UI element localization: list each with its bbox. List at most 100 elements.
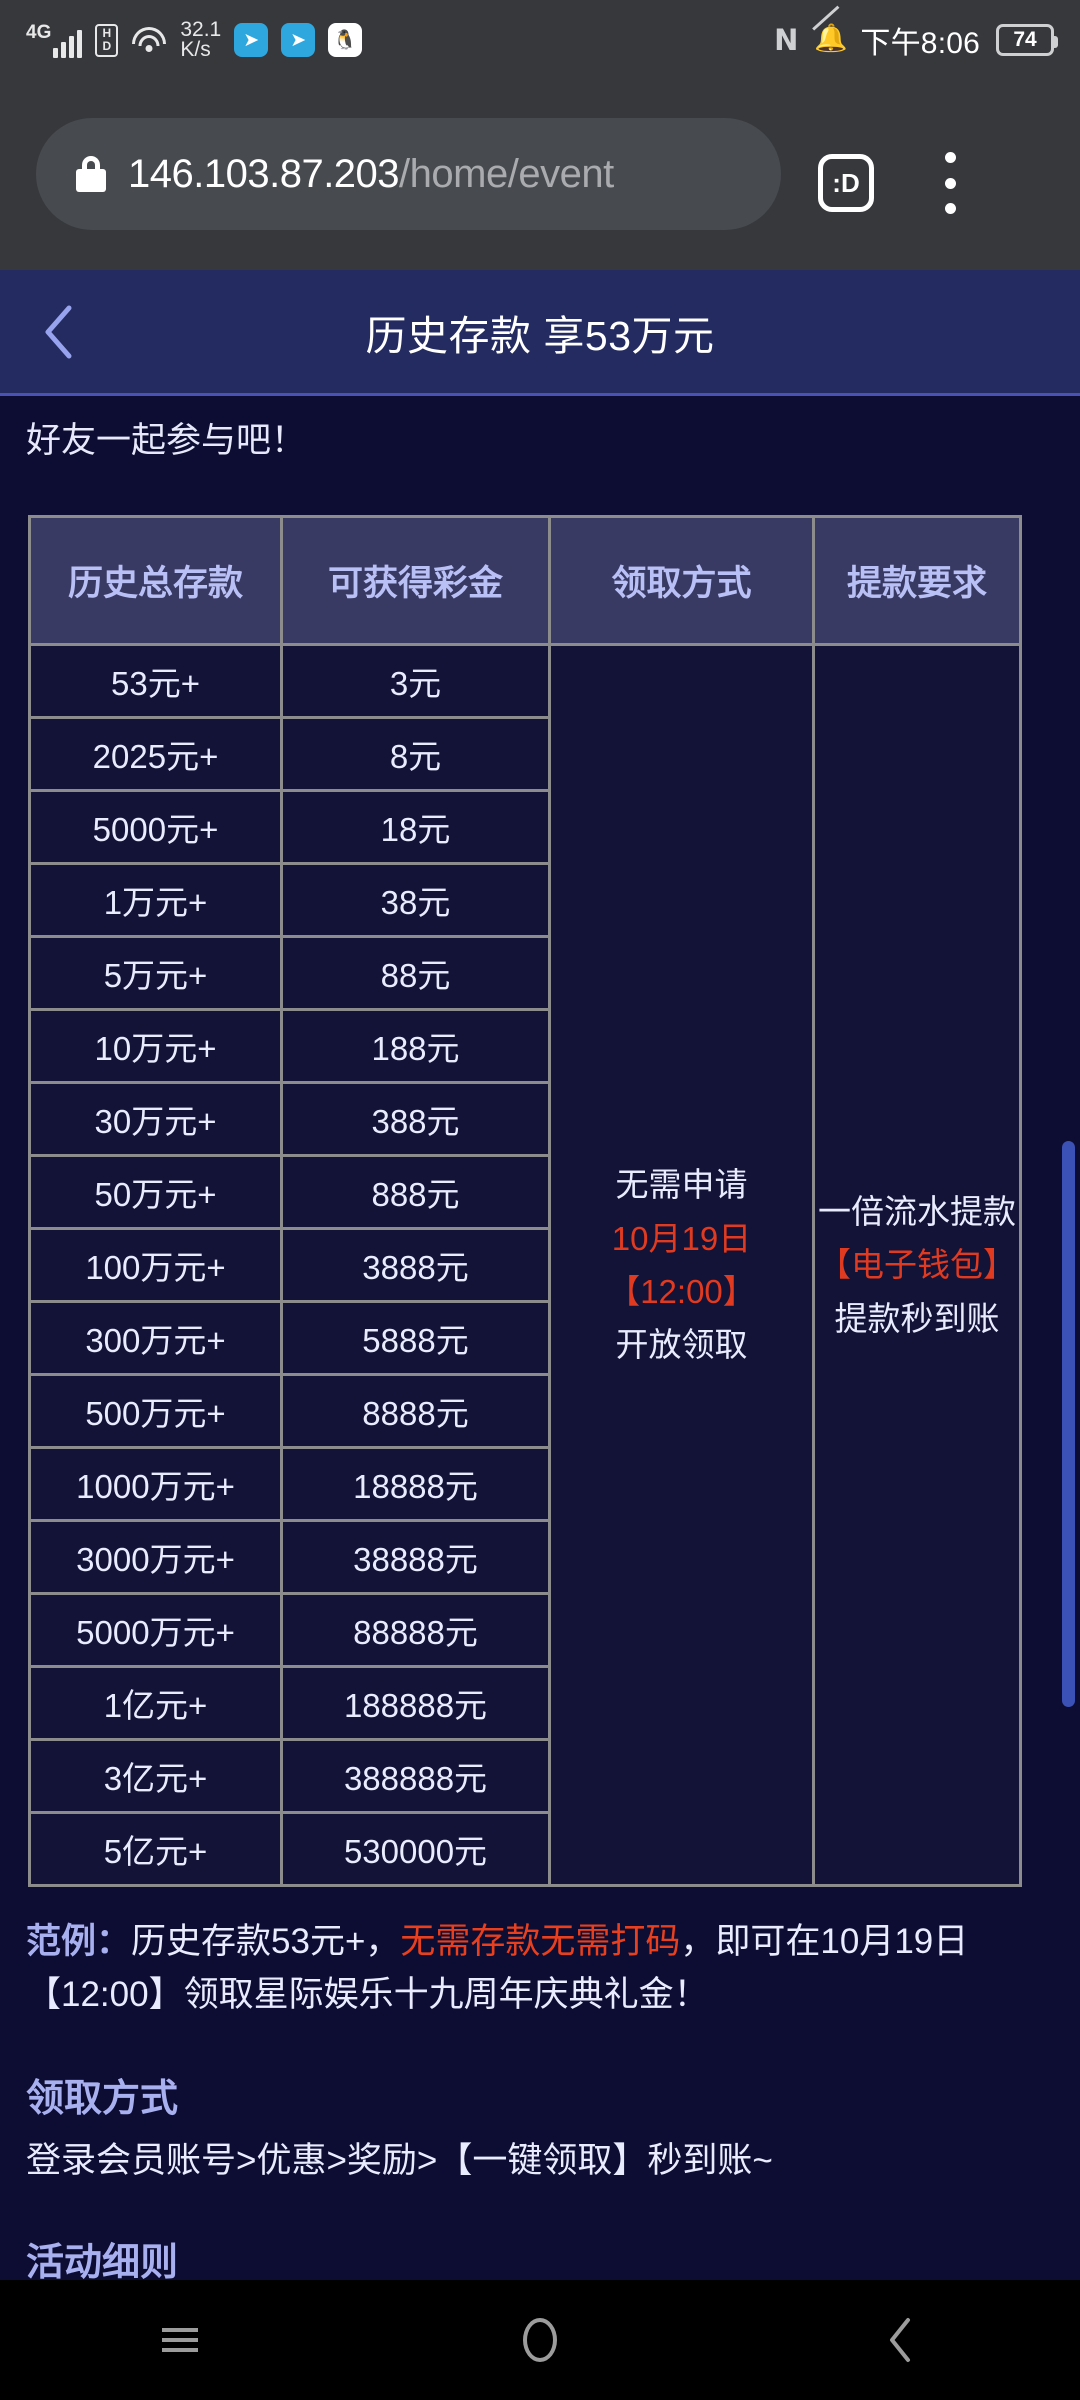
cell-deposit: 1万元+ [28, 862, 283, 938]
lead-text: 好友一起参与吧！ [26, 421, 307, 460]
tab-switcher-button[interactable]: :D [818, 154, 874, 212]
cell-deposit: 3亿元+ [28, 1738, 283, 1814]
url-host: 146.103.87.203 [128, 151, 400, 196]
network-speed-value: 32.1 [180, 18, 222, 42]
page-scrollbar[interactable] [1062, 1141, 1075, 1707]
table-row: 1万元+ 38元 [28, 862, 1021, 938]
cell-bonus: 188888元 [280, 1665, 551, 1741]
table-row: 300万元+ 5888元 [28, 1300, 1021, 1376]
example-paragraph: 范例：历史存款53元+，无需存款无需打码，即可在10月19日【12:00】领取星… [0, 1887, 1080, 2021]
page-title: 历史存款 享53万元 [365, 312, 715, 359]
cell-bonus: 3888元 [280, 1227, 551, 1303]
cell-deposit: 53元+ [28, 643, 283, 719]
withdraw-line-2: 【电子钱包】 [818, 1246, 1016, 1284]
cell-deposit: 5000元+ [28, 789, 283, 865]
table-row: 10万元+ 188元 [28, 1008, 1021, 1084]
cell-deposit: 10万元+ [28, 1008, 283, 1084]
battery-icon: 74 [996, 24, 1058, 56]
hd-call-icon: H D [95, 23, 119, 57]
bell-mute-icon: 🔔 [812, 5, 848, 56]
table-row: 5000万元+ 88888元 [28, 1592, 1021, 1668]
signal-bars-icon [53, 28, 83, 58]
cell-bonus: 888元 [280, 1154, 551, 1230]
network-type-label: 4G [26, 21, 52, 43]
cell-bonus: 8元 [280, 716, 551, 792]
cell-bonus: 388元 [280, 1081, 551, 1157]
withdraw-line-1: 一倍流水提款 [818, 1192, 1016, 1230]
chevron-left-icon[interactable] [30, 302, 86, 362]
table-row: 1000万元+ 18888元 [28, 1446, 1021, 1522]
system-navigation-bar [0, 2280, 1080, 2400]
claim-line-3: 【12:00】 [607, 1273, 756, 1310]
nfc-icon: N [774, 23, 799, 57]
home-icon[interactable] [480, 2280, 600, 2400]
status-bar-clock: 下午8:06 [860, 27, 980, 60]
cell-deposit: 3000万元+ [28, 1519, 283, 1595]
cell-deposit: 5000万元+ [28, 1592, 283, 1668]
wifi-icon [131, 25, 167, 55]
telegram-icon: ➤ [234, 23, 269, 57]
cell-bonus: 188元 [280, 1008, 551, 1084]
status-bar: 4G H D 32.1 K/s ➤ ➤ 🐧 N 🔔 下午 [0, 0, 1080, 80]
claim-line-2: 10月19日 [611, 1219, 752, 1257]
table-header-withdraw: 提款要求 [812, 515, 1022, 646]
cell-deposit: 1000万元+ [28, 1446, 283, 1522]
cell-bonus: 88888元 [280, 1592, 551, 1668]
table-header-deposit: 历史总存款 [28, 515, 283, 646]
table-header-bonus: 可获得彩金 [280, 515, 551, 646]
table-body: 53元+ 3元无需申请 10月19日 【12:00】 开放领取 一倍流水提款 【电子钱包】提… [28, 643, 1022, 1887]
lock-icon [76, 156, 106, 192]
table-header-claim: 领取方式 [548, 515, 815, 646]
table-row: 5亿元+ 530000元 [28, 1811, 1021, 1887]
claim-section-body: 登录会员账号>优惠>奖励>【一键领取】秒到账~ [26, 2141, 773, 2181]
cell-deposit: 5万元+ [28, 935, 283, 1011]
cell-bonus: 18888元 [280, 1446, 551, 1522]
cell-deposit: 2025元+ [28, 716, 283, 792]
cell-bonus: 388888元 [280, 1738, 551, 1814]
table-row: 2025元+ 8元 [28, 716, 1021, 792]
cell-bonus: 8888元 [280, 1373, 551, 1449]
recent-apps-icon[interactable] [120, 2280, 240, 2400]
table-row: 50万元+ 888元 [28, 1154, 1021, 1230]
network-speed-unit: K/s [180, 38, 211, 61]
overflow-menu-icon[interactable] [928, 152, 972, 214]
claim-section-heading: 领取方式 [26, 2078, 179, 2121]
cell-bonus: 5888元 [280, 1300, 551, 1376]
example-part-1: 历史存款53元+， [131, 1922, 401, 1961]
table-row: 3亿元+ 388888元 [28, 1738, 1021, 1814]
claim-line-1: 无需申请 [615, 1166, 748, 1204]
cell-withdraw-req: 一倍流水提款 【电子钱包】 提款秒到账 [812, 643, 1022, 1887]
battery-percent-label: 74 [1013, 28, 1037, 51]
claim-line-4: 开放领取 [615, 1326, 748, 1364]
cell-bonus: 38元 [280, 862, 551, 938]
withdraw-line-3: 提款秒到账 [834, 1299, 1000, 1337]
telegram-icon: ➤ [281, 23, 316, 57]
table-row: 30万元+ 388元 [28, 1081, 1021, 1157]
example-part-3: ，即可在10月19日【12:00】领取星际娱乐十九周年庆典礼金！ [26, 1922, 969, 2015]
cell-bonus: 530000元 [280, 1811, 551, 1887]
cellular-signal-icon: 4G [26, 21, 83, 58]
url-path: /home/event [399, 151, 614, 196]
table-row: 500万元+ 8888元 [28, 1373, 1021, 1449]
back-icon[interactable] [840, 2280, 960, 2400]
page-content: 好友一起参与吧！ 历史总存款 可获得彩金 领取方式 提款要求 53元+ 3元无需申… [0, 396, 1080, 2300]
cell-deposit: 300万元+ [28, 1300, 283, 1376]
table-row: 5000元+ 18元 [28, 789, 1021, 865]
table-row: 53元+ 3元无需申请 10月19日 【12:00】 开放领取 一倍流水提款 【电子钱包】提… [28, 643, 1022, 1887]
browser-toolbar: 146.103.87.203/home/event :D [0, 80, 1080, 270]
rules-section-heading: 活动细则 [26, 2242, 179, 2285]
table-row: 3000万元+ 38888元 [28, 1519, 1021, 1595]
page-header: 历史存款 享53万元 [0, 270, 1080, 396]
example-part-red: 无需存款无需打码 [400, 1922, 681, 1961]
url-bar[interactable]: 146.103.87.203/home/event [36, 118, 781, 230]
network-speed-indicator: 32.1 K/s [180, 18, 222, 61]
table-row: 5万元+ 88元 [28, 935, 1021, 1011]
cell-bonus: 3元 [280, 643, 551, 719]
table-header-row: 历史总存款 可获得彩金 领取方式 提款要求 [28, 515, 1022, 646]
cell-deposit: 30万元+ [28, 1081, 283, 1157]
table-row: 100万元+ 3888元 [28, 1227, 1021, 1303]
example-label: 范例： [26, 1922, 132, 1961]
cell-bonus: 18元 [280, 789, 551, 865]
table-row: 1亿元+ 188888元 [28, 1665, 1021, 1741]
